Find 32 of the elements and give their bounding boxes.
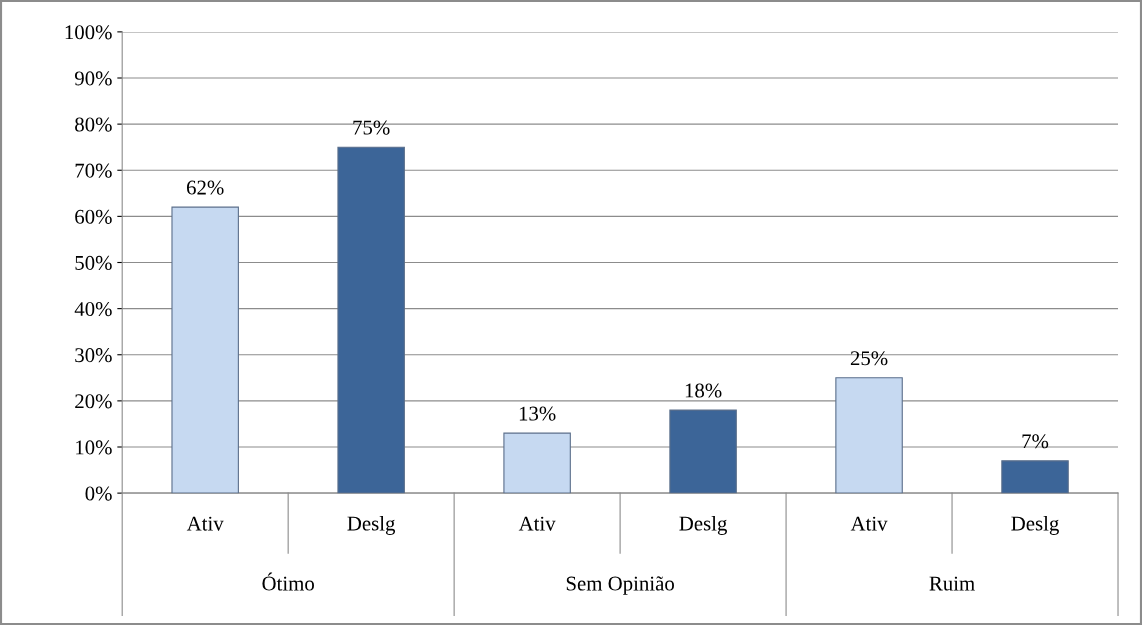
data-label: 7% — [1022, 434, 1049, 449]
data-label: 25% — [850, 351, 888, 366]
data-label: 18% — [685, 383, 722, 398]
text: Ativ — [518, 516, 556, 531]
y-tick-label: 90% — [74, 71, 112, 86]
y-tick-label: 40% — [74, 302, 112, 317]
y-tick-label: 70% — [75, 163, 112, 178]
data-label: 62% — [186, 180, 224, 195]
y-tick-label: 0% — [85, 486, 112, 501]
data-label: 13% — [519, 406, 556, 421]
text: Deslg — [1011, 515, 1059, 535]
text: Ativ — [850, 516, 888, 531]
series-label: Ativ — [186, 516, 224, 531]
y-tick-label: 60% — [75, 209, 112, 224]
y-tick-label: 20% — [75, 394, 112, 409]
x-tick-label: Ruim — [929, 576, 975, 591]
bar — [171, 206, 239, 494]
bar — [669, 409, 737, 494]
bar — [1001, 460, 1069, 494]
y-tick-label: 30% — [75, 348, 112, 363]
y-tick-label: 50% — [75, 255, 112, 270]
y-tick-label: 100% — [65, 25, 112, 40]
bar — [835, 377, 903, 494]
bar — [337, 146, 405, 494]
y-tick-label: 80% — [75, 117, 112, 132]
text: Deslg — [679, 515, 727, 535]
bar — [503, 432, 571, 494]
x-tick-label: Sem Opinião — [566, 576, 674, 595]
y-tick-label: 10% — [76, 440, 112, 455]
data-label: 75% — [353, 120, 390, 135]
x-tick-label: Ótimo — [262, 572, 314, 591]
series-label: Deslg — [347, 515, 396, 535]
